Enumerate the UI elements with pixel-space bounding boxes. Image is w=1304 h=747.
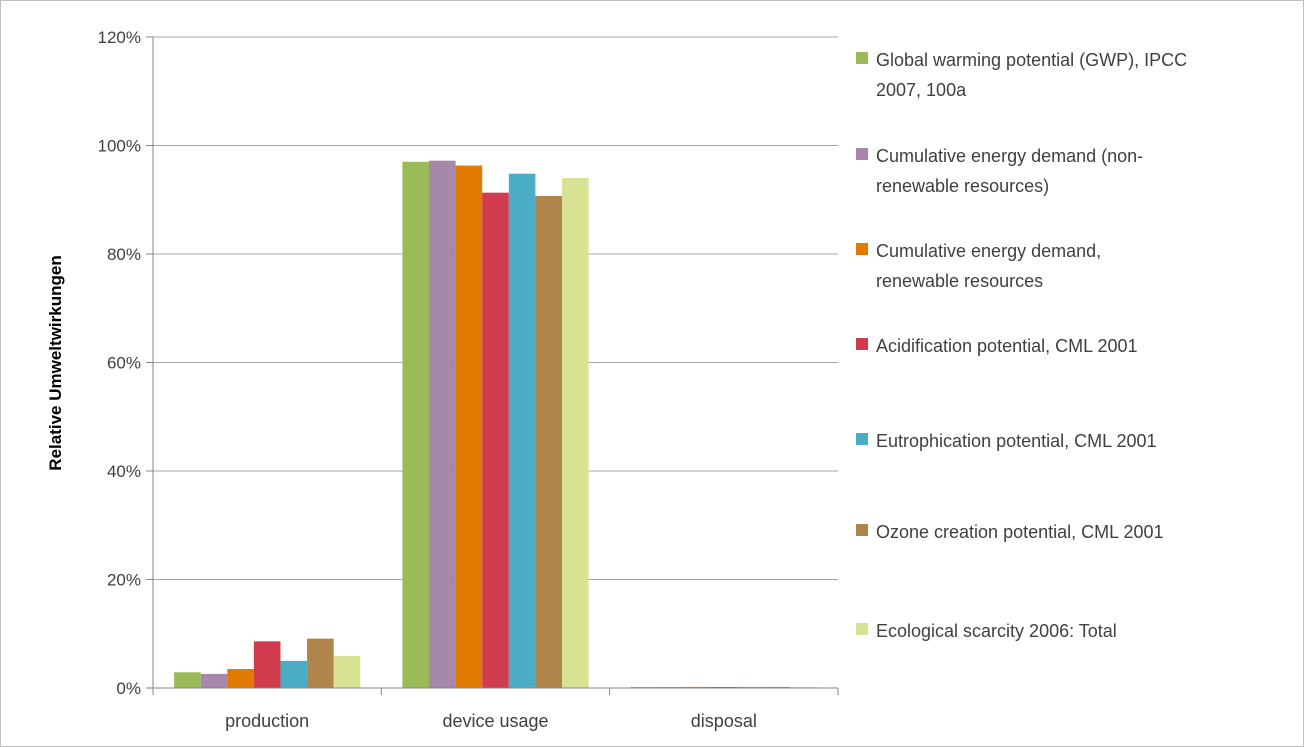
bar-disposal-series-5 bbox=[737, 686, 764, 688]
bar-disposal-series-3 bbox=[683, 686, 711, 688]
legend-swatch bbox=[856, 623, 868, 635]
legend-label: Cumulative energy demand (non- bbox=[876, 146, 1143, 166]
legend-item: Ozone creation potential, CML 2001 bbox=[856, 522, 1164, 542]
y-axis-title: Relative Umweltwirkungen bbox=[46, 255, 65, 470]
y-tick-label: 0% bbox=[116, 679, 141, 698]
legend-item: Acidification potential, CML 2001 bbox=[856, 336, 1137, 356]
legend-label: Ecological scarcity 2006: Total bbox=[876, 621, 1117, 641]
x-category-label: device usage bbox=[442, 711, 548, 731]
legend-swatch bbox=[856, 433, 868, 445]
legend: Global warming potential (GWP), IPCC 2007… bbox=[856, 50, 1187, 641]
legend-label: renewable resources bbox=[876, 271, 1043, 291]
bar-production-series-7 bbox=[333, 655, 361, 688]
legend-item: Eutrophication potential, CML 2001 bbox=[856, 431, 1157, 451]
x-category-label: disposal bbox=[691, 711, 757, 731]
y-tick-label: 60% bbox=[107, 354, 141, 373]
legend-swatch bbox=[856, 52, 868, 64]
bar-production-series-2 bbox=[200, 673, 228, 688]
bar-device-usage-series-3 bbox=[455, 165, 483, 688]
axes bbox=[152, 37, 839, 695]
bar-production-series-5 bbox=[280, 660, 308, 688]
y-tick-label: 120% bbox=[98, 28, 141, 47]
bar-device-usage-series-1 bbox=[402, 161, 429, 688]
legend-item: Cumulative energy demand (non-renewable … bbox=[856, 146, 1143, 196]
legend-swatch bbox=[856, 524, 868, 536]
x-category-labels: production device usage disposal bbox=[225, 711, 757, 731]
legend-label: Cumulative energy demand, bbox=[876, 241, 1101, 261]
legend-label: renewable resources) bbox=[876, 176, 1049, 196]
legend-label: Acidification potential, CML 2001 bbox=[876, 336, 1137, 356]
bar-device-usage-series-4 bbox=[482, 192, 509, 688]
legend-label: 2007, 100a bbox=[876, 80, 967, 100]
bar-production-series-1 bbox=[174, 672, 201, 688]
y-tick-labels: 0% 20% 40% 60% 80% 100% 120% bbox=[98, 28, 141, 698]
y-tick-label: 80% bbox=[107, 245, 141, 264]
bar-disposal-series-6 bbox=[763, 686, 791, 688]
y-tick-label: 100% bbox=[98, 137, 141, 156]
legend-swatch bbox=[856, 148, 868, 160]
bar-device-usage-series-2 bbox=[429, 160, 456, 688]
legend-swatch bbox=[856, 338, 868, 350]
legend-item: Global warming potential (GWP), IPCC 2007… bbox=[856, 50, 1187, 100]
bar-device-usage-series-7 bbox=[562, 178, 589, 689]
y-tick-label: 20% bbox=[107, 571, 141, 590]
bars bbox=[174, 160, 817, 689]
legend-item: Ecological scarcity 2006: Total bbox=[856, 621, 1117, 641]
legend-swatch bbox=[856, 243, 868, 255]
y-tick-label: 40% bbox=[107, 462, 141, 481]
legend-label: Global warming potential (GWP), IPCC bbox=[876, 50, 1187, 70]
bar-device-usage-series-6 bbox=[535, 195, 562, 688]
legend-item: Cumulative energy demand, renewable resou… bbox=[856, 241, 1101, 291]
bar-production-series-6 bbox=[307, 638, 334, 688]
bar-production-series-4 bbox=[253, 641, 281, 688]
bar-device-usage-series-5 bbox=[508, 173, 536, 688]
legend-label: Ozone creation potential, CML 2001 bbox=[876, 522, 1164, 542]
bar-production-series-3 bbox=[227, 669, 254, 688]
legend-label: Eutrophication potential, CML 2001 bbox=[876, 431, 1157, 451]
x-category-label: production bbox=[225, 711, 309, 731]
